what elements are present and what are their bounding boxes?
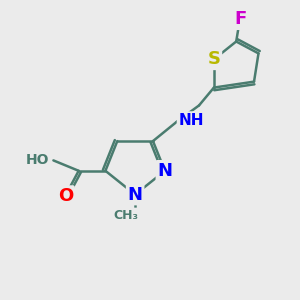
Text: N: N [128,186,142,204]
Text: S: S [207,50,220,68]
Text: HO: HO [26,153,49,167]
Text: O: O [58,187,73,205]
Text: F: F [235,10,247,28]
Text: NH: NH [178,113,204,128]
Text: CH₃: CH₃ [114,209,139,222]
Text: N: N [158,162,172,180]
